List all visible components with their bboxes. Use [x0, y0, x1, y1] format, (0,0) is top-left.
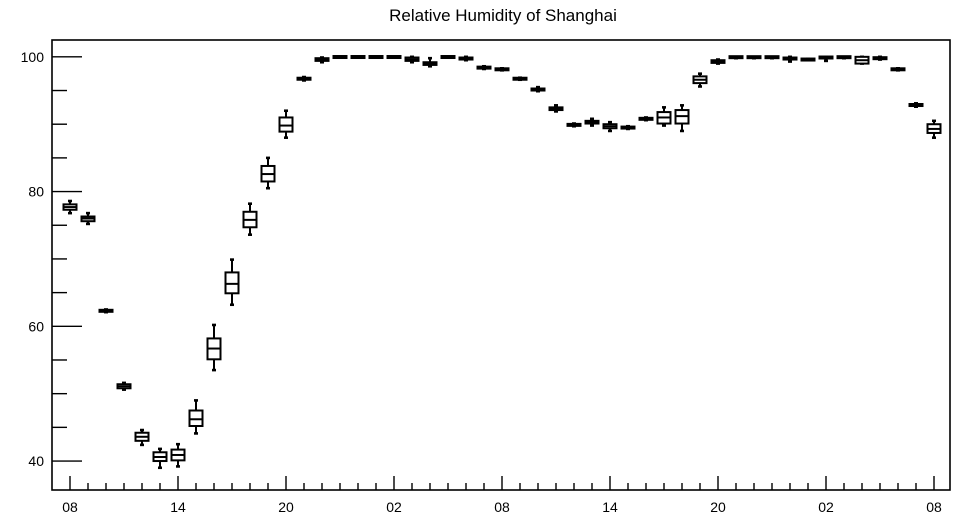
x-tick-label: 02 [818, 499, 834, 515]
box-33 [656, 106, 672, 127]
x-tick-label: 14 [602, 499, 618, 515]
y-tick-label: 40 [28, 453, 44, 469]
box-5 [152, 447, 168, 470]
box-24 [494, 66, 510, 72]
box-10 [242, 202, 258, 236]
box-2 [98, 308, 114, 314]
box-27 [548, 104, 564, 113]
box-20 [422, 56, 438, 68]
box-35 [692, 72, 708, 88]
box-6 [170, 442, 186, 468]
box-26 [530, 85, 546, 93]
y-tick-label: 100 [21, 49, 45, 65]
x-tick-label: 20 [710, 499, 726, 515]
box-19 [404, 55, 420, 64]
box-15 [332, 55, 348, 60]
box-43 [836, 55, 852, 60]
box-14 [314, 56, 330, 64]
box-7 [188, 399, 204, 435]
box-34 [674, 104, 690, 133]
box-39 [764, 55, 780, 60]
box-31 [620, 124, 636, 131]
box-22 [458, 55, 474, 62]
box-iqr [224, 271, 240, 295]
box-44 [854, 55, 870, 65]
box-48 [926, 119, 942, 139]
box-28 [566, 122, 582, 128]
x-tick-label: 02 [386, 499, 402, 515]
x-axis: 08 14 20 02 08 14 20 02 08 [62, 476, 942, 515]
box-9 [224, 258, 240, 307]
box-iqr [188, 409, 204, 428]
x-tick-label: 20 [278, 499, 294, 515]
box-1 [80, 211, 96, 226]
box-23 [476, 64, 492, 71]
box-32 [638, 116, 654, 122]
box-21 [440, 55, 456, 60]
box-42 [818, 55, 834, 63]
box-8 [206, 323, 222, 372]
box-37 [728, 55, 744, 60]
box-12 [278, 109, 294, 139]
box-11 [260, 156, 276, 190]
plot-frame [51, 39, 951, 491]
box-16 [350, 55, 366, 60]
y-tick-label: 60 [28, 318, 44, 334]
box-3 [116, 381, 132, 391]
chart-title: Relative Humidity of Shanghai [389, 6, 617, 25]
box-17 [368, 55, 384, 60]
y-tick-label: 80 [28, 184, 44, 200]
x-tick-label: 14 [170, 499, 186, 515]
box-36 [710, 58, 726, 65]
box-18 [386, 55, 402, 60]
box-13 [296, 75, 312, 82]
x-tick-label: 08 [494, 499, 510, 515]
box-25 [512, 76, 528, 82]
box-series [62, 55, 942, 470]
box-41 [800, 57, 816, 62]
box-iqr [278, 116, 294, 133]
box-0 [62, 199, 78, 215]
box-30 [602, 120, 618, 133]
x-tick-label: 08 [926, 499, 942, 515]
box-29 [584, 117, 600, 127]
box-4 [134, 428, 150, 447]
box-47 [908, 102, 924, 108]
x-tick-label: 08 [62, 499, 78, 515]
box-38 [746, 55, 762, 60]
box-45 [872, 55, 888, 61]
box-40 [782, 55, 798, 63]
y-axis: 40 60 80 100 [21, 49, 82, 469]
box-46 [890, 66, 906, 72]
